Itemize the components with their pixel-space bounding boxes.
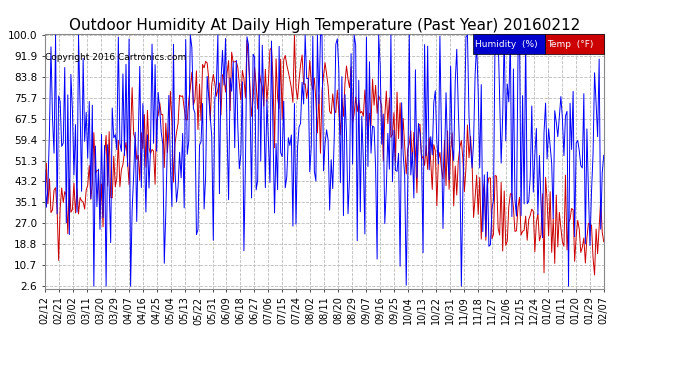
Text: Humidity  (%): Humidity (%) [475,40,538,49]
Text: Temp  (°F): Temp (°F) [547,40,593,49]
Title: Outdoor Humidity At Daily High Temperature (Past Year) 20160212: Outdoor Humidity At Daily High Temperatu… [69,18,580,33]
Text: Copyright 2016 Cartronics.com: Copyright 2016 Cartronics.com [45,53,186,62]
